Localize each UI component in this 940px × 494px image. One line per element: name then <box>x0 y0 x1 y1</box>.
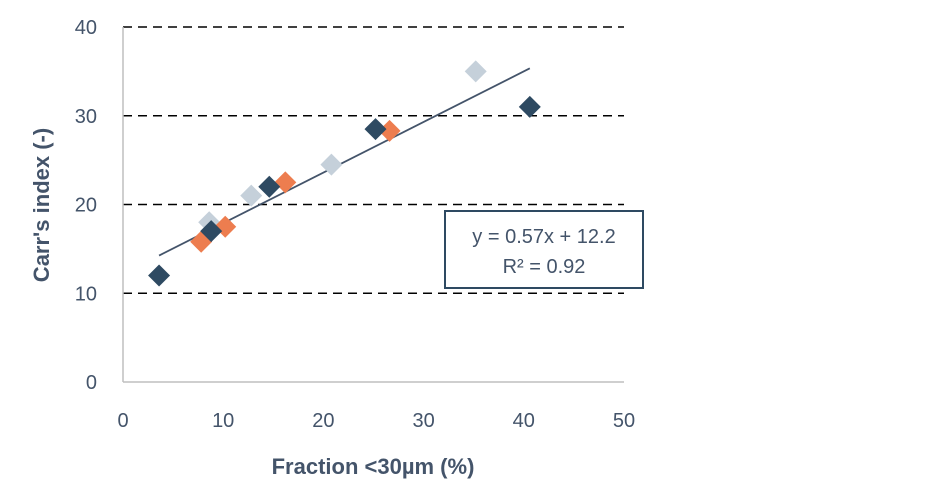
x-tick-label: 40 <box>513 410 535 432</box>
equation-box: y = 0.57x + 12.2 R² = 0.92 <box>444 210 644 289</box>
y-tick-label: 40 <box>75 17 97 39</box>
x-tick-label: 20 <box>312 410 334 432</box>
data-point <box>320 153 343 176</box>
trendline-equation: y = 0.57x + 12.2 <box>472 226 615 248</box>
data-points <box>148 60 541 287</box>
data-point <box>274 171 297 194</box>
x-tick-label: 10 <box>212 410 234 432</box>
y-tick-label: 30 <box>75 106 97 128</box>
axes <box>122 27 624 383</box>
x-tick-label: 0 <box>117 410 128 432</box>
data-point <box>378 119 401 142</box>
y-tick-label: 10 <box>75 283 97 305</box>
y-tick-label: 20 <box>75 195 97 217</box>
data-point <box>240 184 263 207</box>
y-tick-label: 0 <box>86 372 97 394</box>
y-axis-title: Carr's index (-) <box>29 128 54 282</box>
x-tick-label: 30 <box>412 410 434 432</box>
grid-lines <box>123 26 624 294</box>
data-point <box>148 264 171 287</box>
x-tick-labels: 0 10 20 30 40 50 <box>117 410 635 432</box>
r-squared-label: R² = 0.92 <box>503 256 586 278</box>
data-point <box>518 95 541 118</box>
data-point <box>464 60 487 83</box>
data-point <box>364 118 387 141</box>
x-axis-title: Fraction <30µm (%) <box>272 454 475 479</box>
equation-box-border <box>444 210 644 289</box>
x-tick-label: 50 <box>613 410 635 432</box>
y-tick-labels: 0 10 20 30 40 <box>75 17 97 394</box>
data-point <box>200 220 223 243</box>
data-point <box>258 175 281 198</box>
